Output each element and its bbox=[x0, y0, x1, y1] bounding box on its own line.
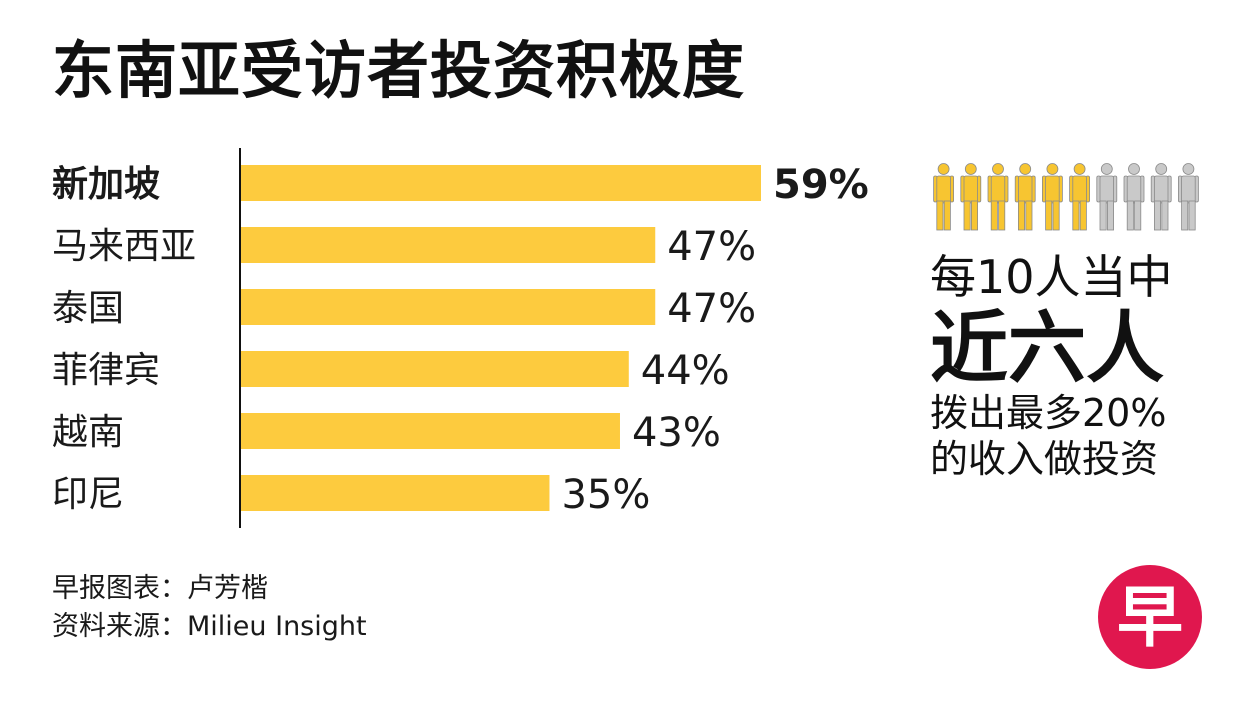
person-icon bbox=[1096, 163, 1118, 231]
person-icon bbox=[987, 163, 1009, 231]
credit-graphic: 早报图表：卢芳楷 bbox=[52, 573, 268, 604]
credit-source: 资料来源：Milieu Insight bbox=[52, 611, 367, 642]
data-label: 44% bbox=[641, 348, 730, 394]
person-icon bbox=[1042, 163, 1063, 231]
person-icon bbox=[1069, 163, 1090, 231]
category-label: 越南 bbox=[52, 412, 124, 453]
person-icon bbox=[1123, 163, 1145, 231]
person-icon bbox=[1177, 163, 1199, 231]
callout-line-2: 近六人 bbox=[930, 304, 1165, 394]
bar bbox=[241, 413, 620, 449]
bar bbox=[241, 351, 629, 387]
data-label: 43% bbox=[632, 410, 721, 456]
person-icon bbox=[933, 163, 954, 231]
data-label: 47% bbox=[667, 224, 756, 270]
category-label: 印尼 bbox=[52, 474, 124, 515]
bar bbox=[241, 165, 761, 201]
callout: 每10人当中 近六人 拨出最多20% 的收入做投资 bbox=[930, 250, 1220, 482]
category-label: 菲律宾 bbox=[52, 350, 160, 391]
callout-line-1: 每10人当中 bbox=[930, 250, 1173, 304]
chart-title: 东南亚受访者投资积极度 bbox=[52, 34, 746, 107]
bar bbox=[241, 227, 656, 263]
bar bbox=[241, 289, 656, 325]
svg-text:早: 早 bbox=[1117, 579, 1183, 656]
category-label: 泰国 bbox=[52, 288, 124, 329]
callout-line-4: 的收入做投资 bbox=[930, 437, 1159, 481]
data-label: 35% bbox=[561, 472, 650, 518]
bar bbox=[241, 475, 550, 511]
zaobao-logo-icon: 早 bbox=[1098, 565, 1202, 669]
people-icon-row bbox=[933, 163, 1199, 231]
person-icon bbox=[1150, 163, 1172, 231]
data-label: 59% bbox=[773, 162, 869, 208]
bar-chart: 新加坡 59% 马来西亚 47% 泰国 47% 菲律宾 44% 越南 43% 印尼 35% bbox=[52, 148, 869, 528]
category-label: 新加坡 bbox=[52, 164, 160, 205]
person-icon bbox=[960, 163, 982, 231]
category-label: 马来西亚 bbox=[52, 226, 196, 267]
credits: 早报图表：卢芳楷 资料来源：Milieu Insight bbox=[52, 570, 367, 646]
data-label: 47% bbox=[667, 286, 756, 332]
callout-line-3: 拨出最多20% bbox=[930, 391, 1167, 435]
person-icon bbox=[1014, 163, 1036, 231]
